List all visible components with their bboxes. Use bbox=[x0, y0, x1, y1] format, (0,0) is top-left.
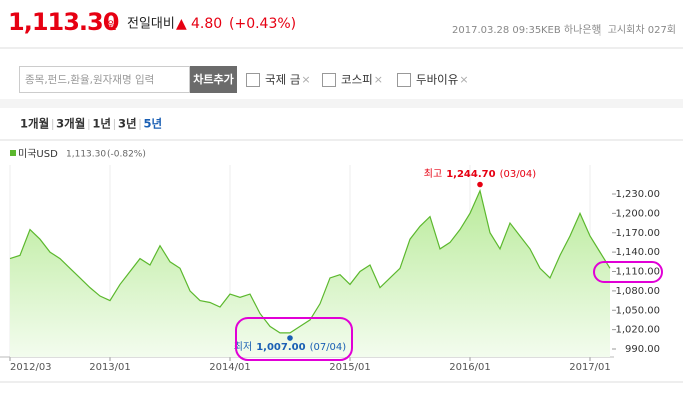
period-tab[interactable]: 5년 bbox=[144, 117, 163, 131]
area bbox=[10, 190, 610, 357]
checkbox[interactable] bbox=[246, 73, 260, 87]
extreme-marker bbox=[287, 335, 293, 341]
line bbox=[9, 188, 611, 334]
checkbox-label: 두바이유 bbox=[416, 73, 458, 87]
period-tab[interactable]: 3년 bbox=[118, 117, 137, 131]
x-tick-label: 2017/01 bbox=[569, 362, 611, 373]
change: 4.80 bbox=[191, 16, 222, 32]
search-placeholder: 종목,펀드,환율,원자재명 입력 bbox=[25, 73, 154, 86]
checkbox-label: 국제 금 bbox=[265, 73, 300, 87]
remove-icon: × bbox=[459, 73, 468, 86]
extreme-date: (03/04) bbox=[500, 169, 537, 180]
change-arrow: ▲ bbox=[176, 16, 187, 32]
remove-icon: × bbox=[301, 73, 310, 86]
compare-options: 국제 금 × 코스피 × 두바이유 × bbox=[246, 73, 469, 87]
y-tick-label: 1,230.00 bbox=[615, 189, 660, 200]
extreme-label: 최저 1,007.00 (07/04) bbox=[234, 341, 346, 353]
y-tick-label: 1,080.00 bbox=[615, 286, 660, 297]
highlight-circle bbox=[235, 317, 353, 361]
period-tab[interactable]: 1개월 bbox=[20, 117, 49, 131]
band bbox=[0, 99, 683, 108]
extreme-label: 최고 1,244.70 (03/04) bbox=[424, 168, 536, 180]
checkbox[interactable] bbox=[397, 73, 411, 87]
plot: 2012/03 2013/01 2014/01 2015/01 2016/01 2017/… bbox=[0, 165, 660, 373]
round: 고시회차 027회 bbox=[608, 24, 676, 36]
y-tick-label: 1,020.00 bbox=[615, 325, 660, 336]
period-tabs: 1개월 3개월 1년 3년 5년 bbox=[20, 117, 162, 131]
legend-swatch bbox=[10, 150, 16, 156]
checkbox-label: 코스피 bbox=[341, 73, 373, 87]
remove-icon: × bbox=[374, 73, 383, 86]
price: 1,113.30 bbox=[8, 8, 119, 36]
price-unit: 원 bbox=[107, 19, 117, 32]
legend-name: 미국USD bbox=[18, 148, 58, 160]
y-tick-label: 1,050.00 bbox=[615, 305, 660, 316]
change-pct: (+0.43%) bbox=[229, 16, 296, 32]
checkbox[interactable] bbox=[322, 73, 336, 87]
y-tick-label: 1,140.00 bbox=[615, 247, 660, 258]
extreme-title: 최고 bbox=[424, 168, 442, 180]
source: KEB 하나은행 bbox=[541, 23, 601, 36]
x-tick-label: 2013/01 bbox=[89, 362, 131, 373]
extreme-title: 최저 bbox=[234, 341, 252, 353]
search-input[interactable] bbox=[19, 66, 190, 93]
y-tick-label: 1,170.00 bbox=[615, 228, 660, 239]
extreme-date: (07/04) bbox=[310, 342, 347, 353]
add-chart-label: 차트추가 bbox=[193, 72, 233, 86]
extreme-value: 1,244.70 bbox=[446, 169, 495, 180]
add-chart-button[interactable] bbox=[190, 66, 237, 93]
x-tick-label: 2012/03 bbox=[10, 362, 52, 373]
y-tick-label: 990.00 bbox=[625, 344, 660, 355]
x-tick-label: 2016/01 bbox=[449, 362, 491, 373]
y-tick-label: 1,200.00 bbox=[615, 208, 660, 219]
period-tab[interactable]: 3개월 bbox=[56, 117, 85, 131]
extreme-value: 1,007.00 bbox=[256, 342, 305, 353]
x-tick-label: 2014/01 bbox=[209, 362, 251, 373]
extreme-marker bbox=[477, 181, 483, 188]
change-label: 전일대비 bbox=[127, 17, 175, 32]
legend-change: (-0.82%) bbox=[107, 150, 146, 160]
timestamp: 2017.03.28 09:35 bbox=[452, 25, 541, 36]
highlight-circle bbox=[593, 261, 663, 283]
x-tick-label: 2015/01 bbox=[329, 362, 371, 373]
legend-value: 1,113.30 bbox=[66, 150, 106, 160]
period-tab[interactable]: 1년 bbox=[92, 117, 111, 131]
y-tick-label: 1,110.00 bbox=[615, 267, 660, 278]
